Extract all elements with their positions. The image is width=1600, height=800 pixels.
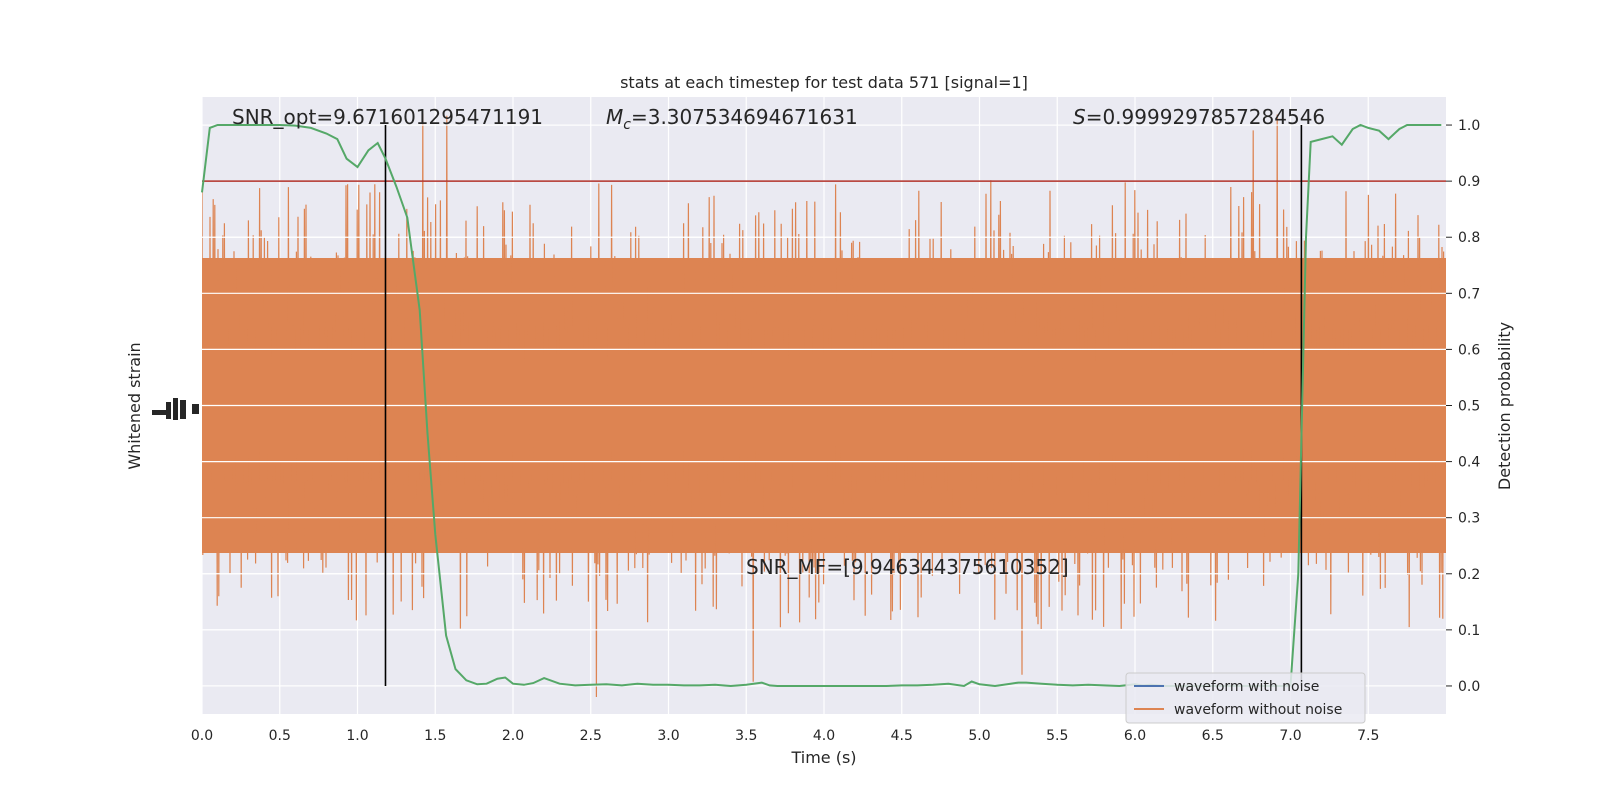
x-tick-label: 3.5 [735,728,757,744]
x-tick-label: 6.0 [1124,728,1146,744]
waveform-without-noise-trace [202,113,1446,698]
y-axis-label-right: Detection probability [1495,322,1514,490]
y-tick-label: 0.4 [1458,455,1480,471]
x-tick-label: 3.0 [657,728,679,744]
y-tick-label: 1.0 [1458,118,1480,134]
y-tick-label: 0.1 [1458,623,1480,639]
legend-label-without-noise: waveform without noise [1174,702,1342,718]
legend-label-with-noise: waveform with noise [1174,679,1319,695]
y-tick-label: 0.5 [1458,399,1480,415]
snr-mf-annotation: SNR_MF=[9.946344375610352] [746,555,1069,579]
snr-opt-annotation: SNR_opt=9.671601295471191 [232,105,543,129]
y-axis-label-left: Whitened strain [125,342,144,469]
y-tick-label: 0.3 [1458,511,1480,527]
y-tick-label: 0.7 [1458,286,1480,302]
x-tick-label: 2.5 [580,728,602,744]
x-tick-label: 7.0 [1279,728,1301,744]
x-axis-ticks: 0.0 0.5 1.0 1.5 2.0 2.5 3.0 3.5 4.0 4.5 5.0 5.5 6.0 6… [191,728,1380,744]
x-tick-label: 2.0 [502,728,524,744]
chirp-mass-annotation: Mc=3.307534694671631 [606,105,858,133]
x-tick-label: 4.5 [891,728,913,744]
score-annotation: S=0.9999297857284546 [1073,105,1325,129]
x-tick-label: 0.5 [269,728,291,744]
x-tick-label: 0.0 [191,728,213,744]
x-tick-label: 1.0 [346,728,368,744]
legend-box [1125,672,1366,724]
x-tick-label: 6.5 [1202,728,1224,744]
x-tick-label: 7.5 [1357,728,1379,744]
y-axis-ticks-right: 0.0 0.1 0.2 0.3 0.4 0.5 0.6 0.7 0.8 0.9 1.0 [1446,118,1480,695]
x-tick-label: 1.5 [424,728,446,744]
y-tick-label: 0.9 [1458,174,1480,190]
x-axis-label: Time (s) [790,748,856,767]
chart-title: stats at each timestep for test data 571… [620,73,1028,92]
y-tick-label: 0.0 [1458,679,1480,695]
x-tick-label: 4.0 [813,728,835,744]
x-tick-label: 5.0 [968,728,990,744]
y-tick-label: 0.6 [1458,342,1480,358]
y-tick-label: 0.2 [1458,567,1480,583]
left-axis-tick-cluster [152,398,199,420]
x-tick-label: 5.5 [1046,728,1068,744]
legend: waveform with noise waveform without noi… [1125,672,1366,724]
y-tick-label: 0.8 [1458,230,1480,246]
